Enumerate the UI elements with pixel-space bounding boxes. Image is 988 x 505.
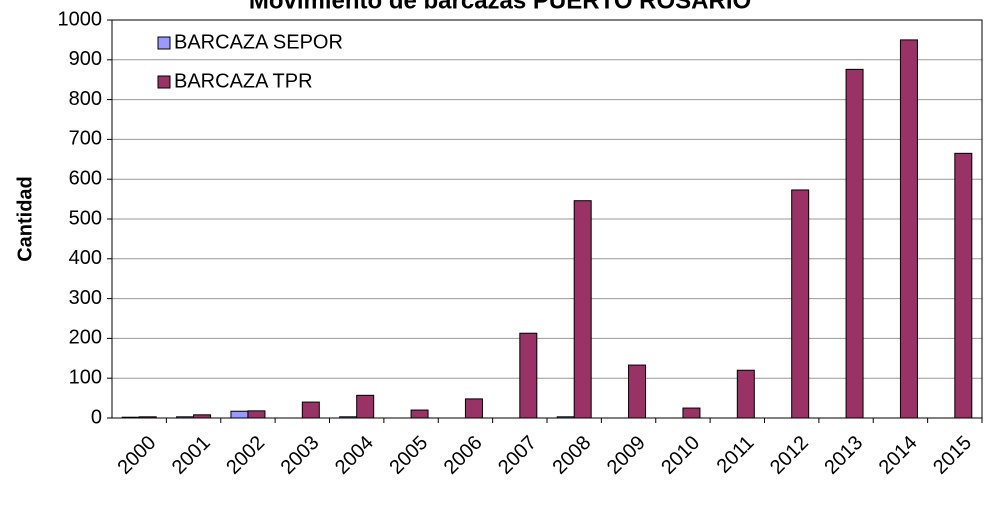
legend-label: BARCAZA TPR [174, 70, 313, 92]
bar [519, 332, 538, 419]
y-axis-label: Cantidad [14, 176, 36, 262]
bar [410, 409, 429, 419]
x-tick-label: 2003 [277, 432, 324, 479]
y-tick-label: 800 [69, 88, 102, 110]
x-tick-label: 2012 [766, 432, 813, 479]
y-tick-label: 1000 [58, 8, 103, 30]
bar [464, 398, 483, 419]
x-tick-label: 2015 [929, 432, 976, 479]
bar [791, 189, 810, 419]
x-tick-label: 2001 [168, 432, 215, 479]
legend-label: BARCAZA SEPOR [174, 31, 343, 53]
x-tick-label: 2013 [820, 432, 867, 479]
y-tick-label: 200 [69, 327, 102, 349]
y-tick-label: 500 [69, 207, 102, 229]
x-tick-label: 2010 [657, 432, 704, 479]
bar [301, 401, 320, 419]
x-tick-label: 2009 [603, 432, 650, 479]
bar [682, 407, 701, 419]
bar [247, 410, 266, 419]
y-tick-label: 300 [69, 287, 102, 309]
bar [138, 416, 157, 419]
x-tick-label: 2002 [222, 432, 269, 479]
chart-title: Movimiento de barcazas PUERTO ROSARIO [249, 0, 751, 14]
bar [736, 369, 755, 419]
y-tick-label: 900 [69, 48, 102, 70]
bar [573, 200, 592, 419]
bar [121, 416, 140, 419]
y-tick-label: 700 [69, 128, 102, 150]
y-tick-label: 400 [69, 247, 102, 269]
legend-swatch [157, 75, 171, 89]
x-tick-label: 2004 [331, 432, 378, 479]
x-tick-label: 2008 [548, 432, 595, 479]
bar [628, 364, 647, 419]
bar [339, 416, 358, 419]
bar [356, 394, 375, 419]
y-tick-label: 100 [69, 366, 102, 388]
bar [230, 410, 249, 419]
bar [556, 416, 575, 419]
x-tick-label: 2014 [875, 432, 922, 479]
bar [845, 68, 864, 419]
bar [193, 414, 212, 419]
bar [899, 39, 918, 419]
x-tick-label: 2006 [440, 432, 487, 479]
x-tick-label: 2000 [113, 432, 160, 479]
y-tick-label: 0 [91, 406, 102, 428]
y-tick-label: 600 [69, 167, 102, 189]
legend-swatch [157, 36, 171, 50]
x-tick-label: 2007 [494, 432, 541, 479]
bar [954, 152, 973, 419]
x-tick-label: 2011 [713, 432, 759, 478]
x-tick-label: 2005 [385, 432, 432, 479]
bar [176, 416, 195, 419]
